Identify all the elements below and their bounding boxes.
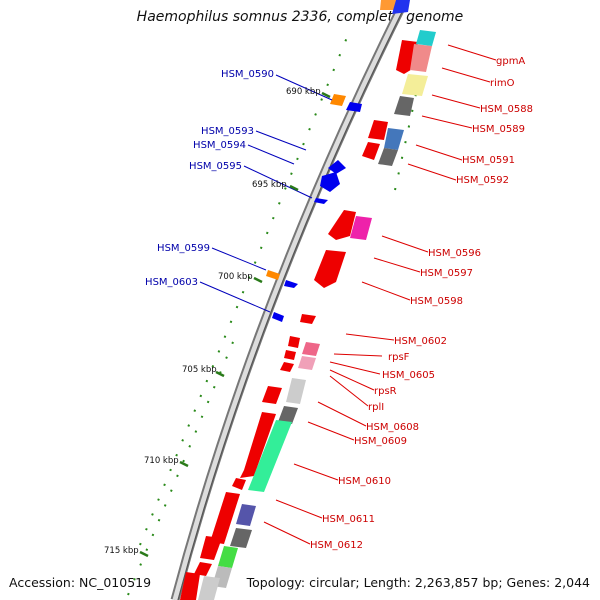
gene-label-forward: rpsR (374, 386, 397, 397)
gene-label-forward: HSM_0608 (366, 422, 419, 433)
tick-label: 700 kbp (218, 272, 253, 282)
gene-block (394, 96, 414, 116)
gene-label-forward: HSM_0597 (420, 268, 473, 279)
gene-label-forward: HSM_0602 (394, 336, 447, 347)
gene-block (410, 44, 432, 72)
gene-block (380, 0, 396, 10)
tick-label: 710 kbp (144, 456, 179, 466)
gene-arrow (346, 102, 362, 112)
gene-block (314, 250, 346, 288)
gene-block (248, 420, 292, 492)
gene-block (198, 576, 220, 600)
gene-block (284, 350, 296, 360)
tick-marks (139, 91, 331, 558)
gene-label-forward: gpmA (496, 56, 525, 67)
tick-label: 690 kbp (286, 87, 321, 97)
gene-block (262, 386, 282, 404)
gene-label-forward: rplI (368, 402, 384, 413)
gene-block (232, 478, 246, 490)
gene-arrow (328, 160, 346, 174)
gene-label-reverse: HSM_0603 (145, 277, 198, 288)
gene-label-forward: HSM_0610 (338, 476, 391, 487)
gene-block (180, 572, 200, 600)
tick-label: 715 kbp (104, 546, 139, 556)
gene-label-forward: HSM_0588 (480, 104, 533, 115)
gene-block (280, 362, 294, 372)
gene-arrow (284, 280, 298, 288)
gene-block (236, 504, 256, 526)
gene-block (218, 546, 238, 568)
gene-block (350, 216, 372, 240)
gene-arrow (314, 198, 328, 204)
gene-label-reverse: HSM_0593 (201, 126, 254, 137)
gene-label-forward: HSM_0596 (428, 248, 481, 259)
gene-block (416, 30, 436, 46)
gene-label-forward: HSM_0589 (472, 124, 525, 135)
gene-block (286, 378, 306, 404)
gene-label-forward: HSM_0591 (462, 155, 515, 166)
tick-label: 705 kbp (182, 365, 217, 375)
gene-block (300, 314, 316, 324)
gene-label-forward: HSM_0612 (310, 540, 363, 551)
gene-label-forward: HSM_0611 (322, 514, 375, 525)
accession-text: Accession: NC_010519 (9, 575, 152, 590)
gene-block (384, 128, 404, 150)
topology-text: Topology: circular; Length: 2,263,857 bp… (246, 575, 590, 590)
gene-block (302, 342, 320, 356)
gene-block (392, 0, 410, 14)
gene-label-forward: HSM_0592 (456, 175, 509, 186)
gene-label-forward: rimO (490, 78, 515, 89)
gene-label-reverse: HSM_0599 (157, 243, 210, 254)
guide-dots (127, 29, 431, 596)
leader-lines (199, 44, 497, 545)
gene-arrow (272, 312, 284, 322)
gene-block (402, 74, 428, 96)
gene-block (362, 142, 380, 160)
map-title: Haemophilus somnus 2336, complete genome (136, 9, 464, 25)
gene-label-reverse: HSM_0590 (221, 69, 274, 80)
gene-block (298, 356, 316, 370)
gene-block (210, 492, 240, 544)
gene-label-reverse: HSM_0594 (193, 140, 246, 151)
gene-label-reverse: HSM_0595 (189, 161, 242, 172)
gene-label-forward: rpsF (388, 352, 410, 363)
gene-label-forward: HSM_0609 (354, 436, 407, 447)
gene-block (240, 412, 276, 478)
forward-cds-track (180, 0, 436, 600)
reverse-cds-track (266, 94, 362, 322)
gene-arrow (320, 172, 340, 192)
gene-block (230, 528, 252, 548)
gene-block (288, 336, 300, 348)
genome-backbone (170, 0, 410, 600)
gene-block (368, 120, 388, 140)
gene-block (200, 536, 222, 560)
gene-label-forward: HSM_0598 (410, 296, 463, 307)
gene-block (194, 562, 212, 576)
tick-labels: 690 kbp 695 kbp 700 kbp 705 kbp 710 kbp 715 k… (104, 87, 321, 556)
gene-block (278, 406, 298, 424)
gene-arrow (330, 94, 346, 106)
gene-label-forward: HSM_0605 (382, 370, 435, 381)
gene-block (378, 148, 398, 166)
gene-labels: gpmA rimO HSM_0588 HSM_0589 HSM_0591 HSM_0592… (145, 56, 533, 551)
gene-arrow (266, 270, 280, 280)
tick-label: 695 kbp (252, 180, 287, 190)
gene-block (328, 210, 356, 240)
